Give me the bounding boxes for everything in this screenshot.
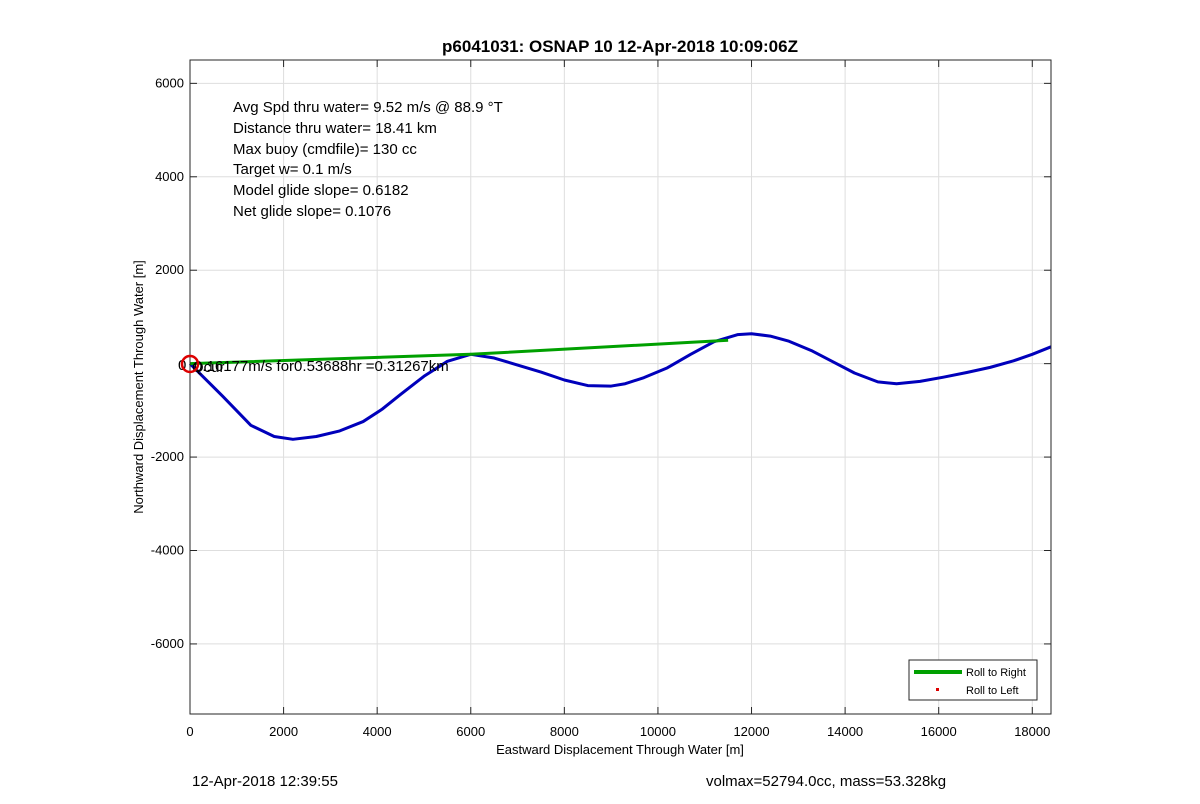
annotation-net-glide-slope: Net glide slope= 0.1076 — [233, 203, 391, 220]
legend-label-roll-left: Roll to Left — [966, 685, 1019, 697]
annotation-block: Avg Spd thru water= 9.52 m/s @ 88.9 °T D… — [233, 99, 503, 220]
y-tick-label: -6000 — [151, 636, 184, 651]
legend: Roll to Right Roll to Left — [908, 659, 1038, 701]
x-tick-label: 14000 — [827, 724, 863, 739]
overlap-text: 0 0.16177m/s for0.53688hr =0.31267km Qcu… — [178, 357, 449, 376]
x-tick-label: 0 — [186, 724, 193, 739]
x-tick-label: 12000 — [733, 724, 769, 739]
annotation-max-buoy: Max buoy (cmdfile)= 130 cc — [233, 141, 417, 158]
x-tick-label: 18000 — [1014, 724, 1050, 739]
y-tick-label: -4000 — [151, 543, 184, 558]
legend-label-roll-right: Roll to Right — [966, 667, 1026, 679]
y-tick-label: 4000 — [155, 169, 184, 184]
series-trajectory-line — [188, 332, 1052, 441]
chart-title: p6041031: OSNAP 10 12-Apr-2018 10:09:06Z — [442, 37, 798, 56]
x-tick-label: 4000 — [363, 724, 392, 739]
grid — [189, 60, 1051, 714]
tick-labels: 0 2000 4000 6000 8000 10000 12000 14000 16000 180… — [151, 75, 1051, 739]
x-tick-label: 8000 — [550, 724, 579, 739]
y-tick-label: 6000 — [155, 75, 184, 90]
x-tick-label: 16000 — [921, 724, 957, 739]
y-tick-label: -2000 — [151, 449, 184, 464]
x-tick-label: 2000 — [269, 724, 298, 739]
legend-box — [908, 659, 1038, 701]
start-marker — [180, 354, 200, 374]
annotation-target-w: Target w= 0.1 m/s — [233, 161, 352, 178]
annotation-distance: Distance thru water= 18.41 km — [233, 120, 437, 137]
overlap-text-qcur: Qcur — [192, 359, 225, 376]
x-axis-label: Eastward Displacement Through Water [m] — [496, 742, 744, 757]
footer-timestamp: 12-Apr-2018 12:39:55 — [192, 773, 338, 790]
series-layer — [188, 332, 1052, 441]
plot-frame — [189, 59, 1052, 715]
overlap-text-current: 0.16177m/s for0.53688hr =0.31267km — [194, 358, 449, 375]
y-axis-label: Northward Displacement Through Water [m] — [131, 260, 146, 514]
x-tick-label: 10000 — [640, 724, 676, 739]
x-tick-label: 6000 — [456, 724, 485, 739]
footer-mass-info: volmax=52794.0cc, mass=53.328kg — [706, 773, 947, 790]
annotation-model-glide-slope: Model glide slope= 0.6182 — [233, 182, 409, 199]
series-roll-right-line — [189, 338, 729, 366]
y-tick-label: 2000 — [155, 262, 184, 277]
legend-swatch-roll-left — [936, 688, 939, 691]
plot-area — [190, 60, 1051, 714]
annotation-avg-speed: Avg Spd thru water= 9.52 m/s @ 88.9 °T — [233, 99, 503, 116]
